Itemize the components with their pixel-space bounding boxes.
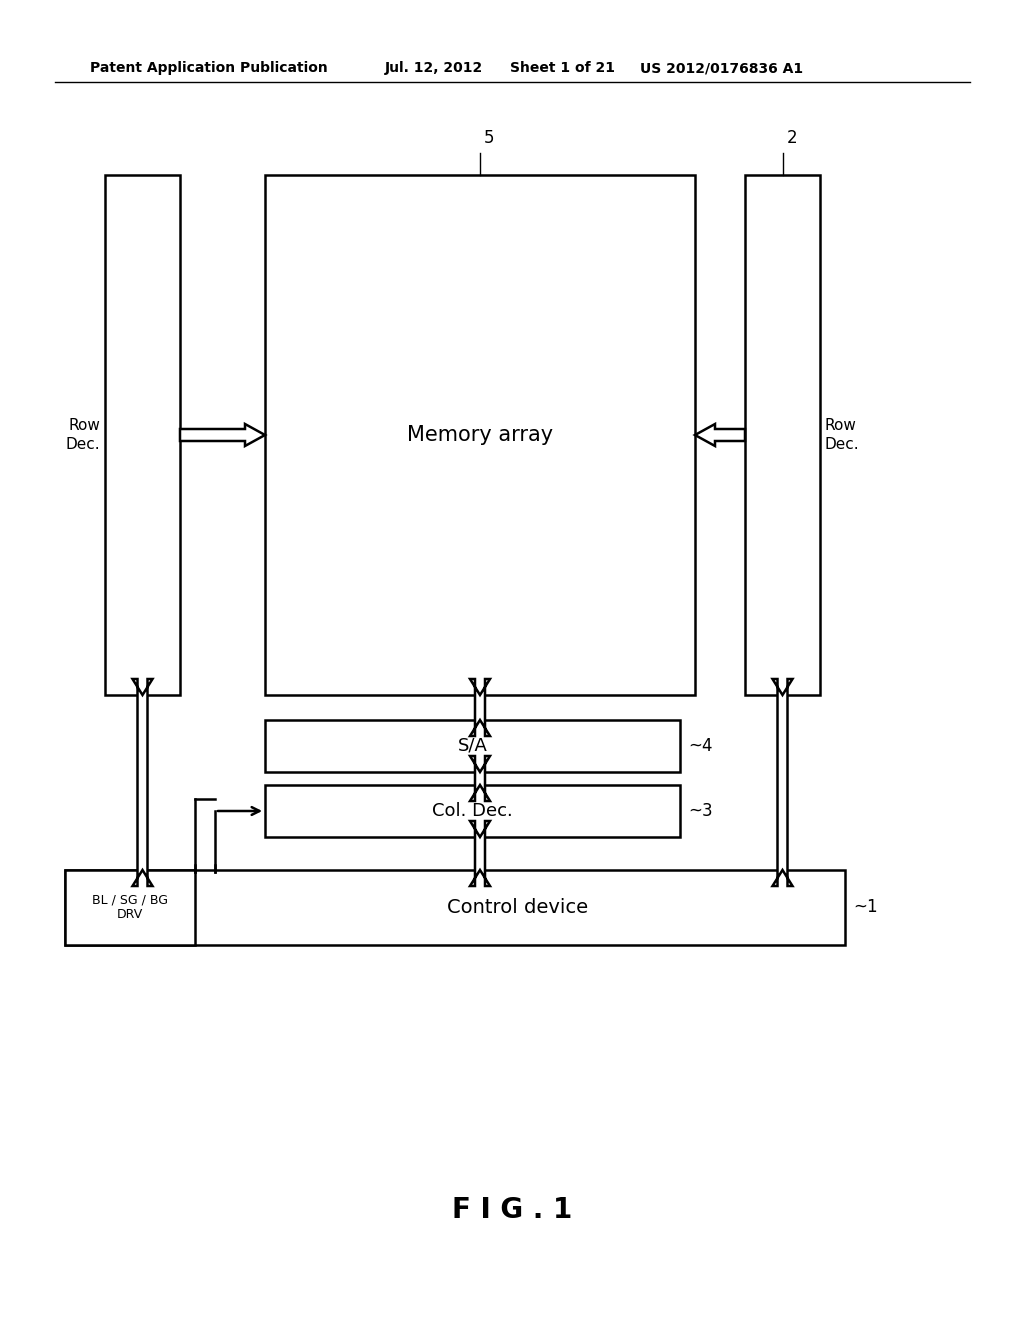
Text: Col. Dec.: Col. Dec. xyxy=(432,803,513,820)
Text: Row
Dec.: Row Dec. xyxy=(66,417,100,453)
Text: 2: 2 xyxy=(786,129,797,147)
Polygon shape xyxy=(772,678,793,886)
Text: 5: 5 xyxy=(484,129,495,147)
Text: Patent Application Publication: Patent Application Publication xyxy=(90,61,328,75)
Polygon shape xyxy=(132,678,153,886)
Text: Jul. 12, 2012: Jul. 12, 2012 xyxy=(385,61,483,75)
Text: ~1: ~1 xyxy=(853,899,878,916)
Text: Control device: Control device xyxy=(446,898,588,917)
Text: F I G . 1: F I G . 1 xyxy=(452,1196,572,1224)
Polygon shape xyxy=(180,424,265,446)
Bar xyxy=(265,719,680,772)
Text: Row
Dec.: Row Dec. xyxy=(825,417,859,453)
Polygon shape xyxy=(470,678,490,737)
Bar xyxy=(105,176,180,696)
Text: Memory array: Memory array xyxy=(407,425,553,445)
Text: US 2012/0176836 A1: US 2012/0176836 A1 xyxy=(640,61,803,75)
Text: Sheet 1 of 21: Sheet 1 of 21 xyxy=(510,61,615,75)
Bar xyxy=(745,176,820,696)
Polygon shape xyxy=(470,821,490,886)
Bar xyxy=(265,785,680,837)
Bar xyxy=(65,870,845,945)
Text: BL / SG / BG
DRV: BL / SG / BG DRV xyxy=(92,894,168,921)
Text: ~3: ~3 xyxy=(688,803,713,820)
Polygon shape xyxy=(470,756,490,801)
Polygon shape xyxy=(695,424,745,446)
Bar xyxy=(265,176,695,696)
Text: ~4: ~4 xyxy=(688,737,713,755)
Bar xyxy=(65,870,195,945)
Text: S/A: S/A xyxy=(458,737,487,755)
